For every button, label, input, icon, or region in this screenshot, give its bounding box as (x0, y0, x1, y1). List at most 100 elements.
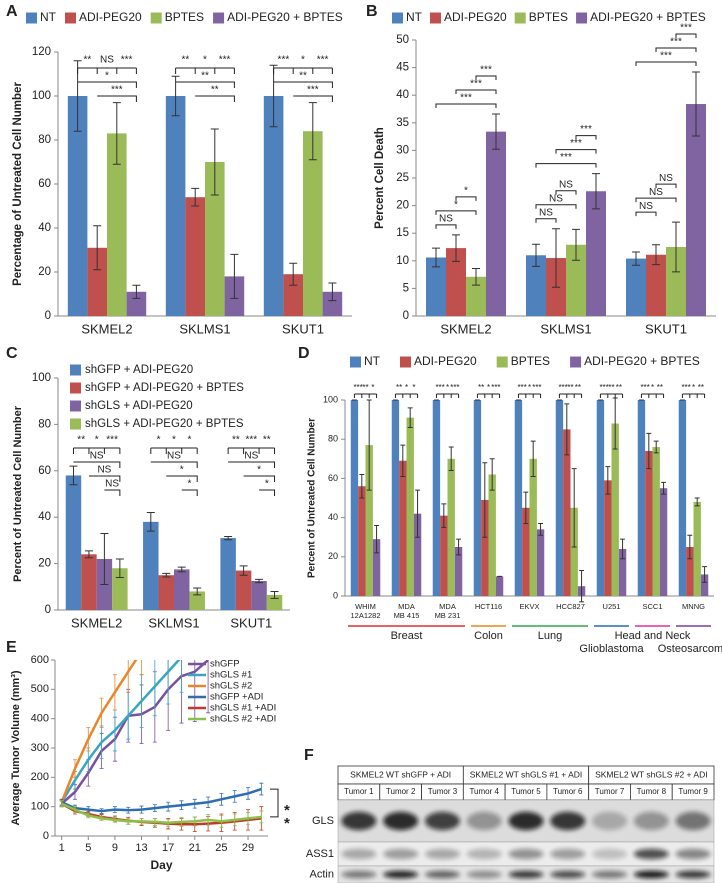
bar (678, 400, 687, 596)
significance-label: * (487, 383, 490, 392)
error-bar (694, 497, 700, 507)
bracket (435, 224, 457, 229)
significance-label: *** (560, 152, 572, 163)
x-tick-label: 12A1282 (350, 611, 380, 620)
significance-label: NS (97, 465, 111, 476)
bracket (435, 210, 477, 215)
bracket (475, 75, 497, 80)
legend-label: shGLS #1 +ADI (210, 703, 276, 714)
bracket (270, 788, 279, 818)
bracket (227, 447, 276, 454)
significance-label: ** (575, 383, 581, 392)
significance-label: ** (478, 383, 484, 392)
x-tick-label: WHIM (355, 602, 376, 611)
bar (220, 538, 236, 610)
line (61, 802, 262, 825)
significance-label: *** (599, 383, 608, 392)
significance-label: * (464, 185, 468, 196)
bar (693, 501, 701, 596)
error-bar (224, 535, 233, 541)
bracket (195, 95, 235, 102)
group-label: Glioblastoma (579, 643, 644, 655)
band (592, 811, 628, 831)
error-bar (571, 468, 577, 548)
error-bar (532, 243, 540, 267)
significance-label: *** (121, 55, 133, 66)
bar (447, 458, 455, 596)
bar (426, 257, 446, 316)
bar (205, 162, 225, 316)
significance-label: *** (278, 55, 290, 66)
band (466, 811, 502, 831)
bracket (228, 461, 276, 468)
row-label: Actin (310, 868, 334, 880)
legend-swatch (26, 12, 37, 24)
legend-swatch (496, 356, 508, 368)
band (424, 870, 460, 879)
bar (263, 96, 284, 316)
x-tick-label: 5 (85, 842, 91, 854)
significance-label: * (257, 465, 261, 476)
significance-label: *** (435, 383, 444, 392)
y-tick-label: 80 (38, 418, 51, 430)
y-tick-label: 30 (396, 144, 409, 156)
y-tick-label: 20 (328, 551, 338, 561)
bar (566, 244, 586, 316)
significance-label: NS (100, 55, 114, 66)
significance-label: * (105, 71, 109, 82)
bar (303, 131, 323, 316)
significance-label: * (284, 802, 290, 819)
significance-label: NS (439, 213, 453, 224)
significance-label: *** (450, 383, 459, 392)
significance-label: ** (211, 85, 219, 96)
band (675, 811, 711, 831)
significance-label: * (95, 435, 99, 446)
bracket (97, 95, 137, 102)
bar (185, 197, 205, 316)
bracket (455, 89, 497, 94)
bracket (558, 393, 583, 398)
band (592, 848, 628, 860)
significance-label: ** (77, 435, 85, 446)
x-tick-label: 29 (242, 842, 254, 854)
bracket (575, 135, 597, 140)
bracket (635, 197, 677, 203)
band (508, 870, 544, 879)
panel-label: A (6, 3, 18, 20)
y-tick-label: 80 (328, 434, 338, 444)
error-bar (407, 407, 413, 428)
row-label: ASS1 (306, 848, 334, 860)
error-bar (177, 566, 186, 573)
x-tick-label: SKLMS1 (179, 321, 230, 336)
error-bar (112, 102, 121, 165)
significance-label: *** (219, 55, 231, 66)
legend-label: BPTES (511, 354, 550, 368)
bar (488, 474, 496, 596)
significance-label: *** (660, 51, 672, 62)
bracket (476, 393, 501, 398)
y-axis-title: Average Tumor Volume (mm³) (10, 670, 22, 825)
significance-label: NS (649, 187, 663, 198)
tumor-label: Tumor 4 (469, 787, 499, 796)
band (466, 870, 502, 879)
y-tick-label: 60 (38, 178, 51, 190)
bar (686, 104, 706, 316)
y-axis-title: Percent Cell Death (374, 127, 386, 229)
significance-label: ** (657, 383, 663, 392)
error-bar (441, 503, 447, 528)
significance-label: * (454, 199, 458, 210)
significance-label: *** (532, 383, 541, 392)
legend-swatch (150, 12, 162, 24)
bar (645, 450, 653, 596)
legend-swatch (70, 400, 81, 412)
y-tick-label: 0 (403, 310, 409, 322)
significance-label: *** (111, 85, 123, 96)
x-tick-label: MDA (439, 602, 456, 611)
band (675, 848, 711, 860)
error-bar (374, 524, 380, 554)
y-axis-title: Percent of Untreated Cell Number (12, 405, 24, 582)
significance-label: * (446, 383, 449, 392)
error-bar (239, 565, 248, 576)
tumor-label: Tumor 1 (344, 787, 374, 796)
band (675, 870, 711, 879)
